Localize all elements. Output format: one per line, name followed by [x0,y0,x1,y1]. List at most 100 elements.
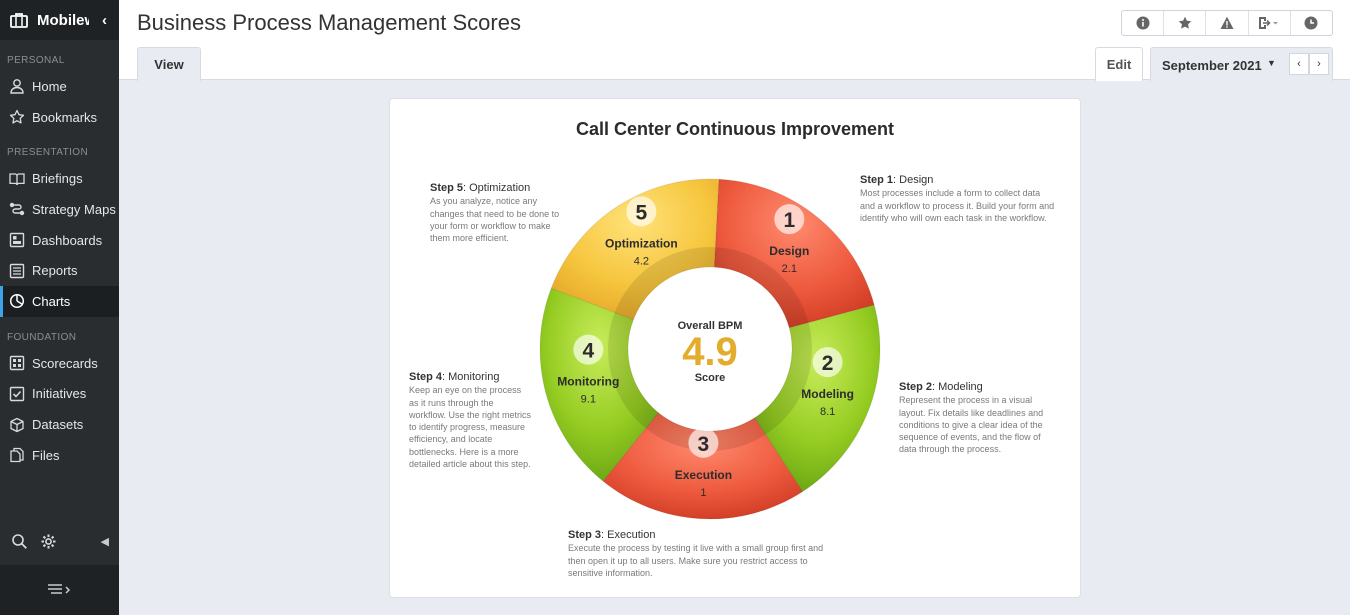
step-text: Represent the process in a visual layout… [899,395,1044,455]
nav-item-home[interactable]: Home [0,71,119,102]
section-label-personal: PERSONAL [7,55,65,66]
collapse-left-icon[interactable]: ◀ [100,535,109,548]
step-title: : Design [893,174,934,186]
step-number-badge [626,196,657,227]
nav-item-initiatives[interactable]: Initiatives [0,379,119,410]
donut-segment-execution[interactable] [602,412,804,520]
tab-view[interactable]: View [137,47,201,81]
nav-item-label: Strategy Maps [32,201,116,217]
step-head: Step 3 [568,529,602,541]
nav-item-label: Bookmarks [32,109,98,125]
section-label-presentation: PRESENTATION [7,147,89,159]
star-icon [9,109,25,124]
section-label-foundation: FOUNDATION [7,331,77,343]
bpm-donut-chart: Overall BPM 4.9 Score 1 Design 2.1 2 Modelin… [539,178,881,520]
nav-item-strategy-maps[interactable]: Strategy Maps [0,194,119,225]
step-note-modeling: Step 2: Modeling Represent the process i… [899,381,1057,456]
menu-toggle[interactable] [0,565,119,615]
segment-name: Monitoring [557,375,619,389]
step-title: : Execution [601,529,656,541]
step-text: Keep an eye on the process as it runs th… [409,385,532,470]
step-title: : Modeling [932,381,983,393]
segment-name: Execution [675,468,732,482]
briefcase-icon [10,13,28,28]
segment-value: 9.1 [581,394,596,406]
star-icon [1178,16,1191,29]
step-number: 4 [582,340,594,363]
previous-period-button[interactable]: ‹ [1289,53,1309,75]
nav-item-label: Dashboards [32,232,103,248]
book-icon [9,173,25,185]
segment-value: 4.2 [634,255,649,267]
pie-chart-icon [9,294,25,309]
search-icon[interactable] [11,533,28,550]
segment-value: 8.1 [820,406,835,418]
step-number-badge [573,334,604,365]
checkbox-icon [9,386,25,402]
nav-item-charts[interactable]: Charts [0,286,119,317]
tab-edit[interactable]: Edit [1095,47,1143,81]
nav-item-label: Charts [32,293,71,309]
nav-item-bookmarks[interactable]: Bookmarks [0,102,119,133]
donut-segment-design[interactable] [713,178,875,329]
segment-value: 1 [700,487,706,499]
nav-item-scorecards[interactable]: Scorecards [0,348,119,379]
overall-score-value: 4.9 [682,330,738,374]
segment-name: Optimization [605,236,678,250]
gear-icon[interactable] [40,533,57,550]
next-period-button[interactable]: › [1309,53,1329,75]
nav-item-datasets[interactable]: Datasets [0,409,119,440]
step-head: Step 4 [409,371,443,383]
nav-item-briefings[interactable]: Briefings [0,163,119,194]
step-note-design: Step 1: Design Most processes include a … [860,174,1055,224]
nav-item-dashboards[interactable]: Dashboards [0,225,119,256]
toolbar [1121,10,1333,36]
segment-value: 2.1 [782,263,797,275]
bookmark-button[interactable] [1164,11,1207,35]
period-label[interactable]: September 2021 [1162,58,1262,73]
step-number-badge [688,427,719,458]
sidebar: Mobilew ‹ PERSONAL Home Bookmarks PRESEN… [0,0,119,615]
app-brand[interactable]: Mobilew ‹ [0,0,119,40]
donut-segment-optimization[interactable] [550,178,720,321]
step-text: Execute the process by testing it live w… [568,543,824,578]
step-number: 1 [783,209,795,232]
brand-name: Mobilew [37,11,89,29]
donut-segment-monitoring[interactable] [539,287,660,482]
export-icon [1259,17,1279,29]
nav-item-files[interactable]: Files [0,440,119,471]
step-text: Most processes include a form to collect… [860,188,1055,223]
dashboard-icon [9,232,25,248]
nav-item-reports[interactable]: Reports [0,255,119,286]
step-number: 3 [698,433,710,456]
step-title: : Monitoring [442,371,500,383]
warning-icon [1220,16,1234,29]
nav-item-label: Initiatives [32,386,87,402]
page-title: Business Process Management Scores [137,10,521,35]
caret-down-icon[interactable]: ▼ [1267,58,1276,68]
chart-card: Call Center Continuous Improvement Overa… [389,98,1081,598]
step-number: 5 [636,201,648,224]
step-head: Step 5 [430,182,464,194]
history-button[interactable] [1291,11,1332,35]
step-title: : Optimization [463,182,531,194]
step-note-monitoring: Step 4: Monitoring Keep an eye on the pr… [409,371,532,470]
sidebar-tools: ◀ [0,528,119,554]
center-circle [637,276,783,422]
step-text: As you analyze, notice any changes that … [430,196,560,244]
cube-icon [10,417,24,432]
nav-item-label: Files [32,447,60,463]
info-button[interactable] [1122,11,1165,35]
collapse-sidebar-icon[interactable]: ‹ [102,11,107,29]
step-number-badge [774,204,805,235]
alert-button[interactable] [1206,11,1249,35]
step-number-badge [812,347,843,378]
segment-name: Design [769,244,809,258]
chart-title: Call Center Continuous Improvement [575,119,895,139]
strategy-map-icon [9,203,25,216]
segment-name: Modeling [801,387,854,401]
nav-item-label: Scorecards [32,355,98,371]
export-button[interactable] [1249,11,1291,35]
header: Business Process Management Scores View … [119,0,1350,81]
donut-segment-modeling[interactable] [753,304,881,493]
